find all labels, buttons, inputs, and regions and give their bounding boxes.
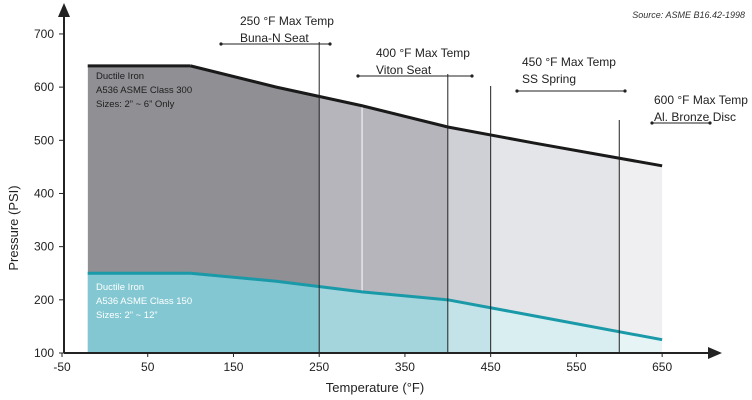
limit-label-1-line-0: 400 °F Max Temp bbox=[376, 46, 470, 60]
limit-leader-dot-end-3 bbox=[708, 121, 712, 125]
axes: -50 50 150 250 350 450 550 650 100 200 300 400 500 60… bbox=[34, 3, 722, 374]
limit-label-3-line-0: 600 °F Max Temp bbox=[654, 93, 748, 107]
limit-label-0-line-0: 250 °F Max Temp bbox=[240, 14, 334, 28]
x-tick-label-250: 250 bbox=[309, 360, 329, 374]
series-line-0 bbox=[190, 64, 663, 168]
limit-leader-dot-start-0 bbox=[219, 42, 223, 46]
limit-leader-dot-start-3 bbox=[650, 121, 654, 125]
y-tick-label-200: 200 bbox=[34, 293, 54, 307]
x-axis-title: Temperature (°F) bbox=[326, 380, 424, 395]
series-line-1 bbox=[190, 271, 663, 342]
x-axis-arrow bbox=[708, 347, 722, 359]
x-tick-label-550: 550 bbox=[566, 360, 586, 374]
region-label-0-line-2: Sizes: 2” ~ 6” Only bbox=[96, 99, 175, 110]
x-tick-label-350: 350 bbox=[395, 360, 415, 374]
limit-label-2-line-1: SS Spring bbox=[522, 72, 576, 86]
x-tick-label-50: 50 bbox=[141, 360, 155, 374]
x-tick-label--50: -50 bbox=[53, 360, 71, 374]
region-labels: Ductile Iron A536 ASME Class 300 Sizes: 2”… bbox=[96, 71, 192, 321]
class-300-band-4 bbox=[619, 65, 663, 353]
region-label-1-line-1: A536 ASME Class 150 bbox=[96, 296, 192, 307]
limit-label-0-line-1: Buna-N Seat bbox=[240, 31, 309, 45]
limit-label-2-line-0: 450 °F Max Temp bbox=[522, 55, 616, 69]
x-tick-label-150: 150 bbox=[223, 360, 243, 374]
limit-leader-dot-start-2 bbox=[515, 89, 519, 93]
x-tick-label-450: 450 bbox=[481, 360, 501, 374]
temperature-limit-markers: 250 °F Max Temp Buna-N Seat 400 °F Max Tem… bbox=[219, 14, 748, 353]
series-lines bbox=[87, 64, 663, 342]
y-tick-label-600: 600 bbox=[34, 80, 54, 94]
region-label-1-line-0: Ductile Iron bbox=[96, 282, 144, 293]
limit-leader-dot-end-0 bbox=[328, 42, 332, 46]
y-tick-label-100: 100 bbox=[34, 346, 54, 360]
y-tick-label-500: 500 bbox=[34, 133, 54, 147]
y-axis-title: Pressure (PSI) bbox=[6, 185, 21, 270]
limit-label-3-line-1: Al. Bronze Disc bbox=[654, 110, 736, 124]
limit-leader-dot-end-1 bbox=[470, 74, 474, 78]
y-axis-arrow bbox=[58, 3, 70, 17]
region-label-0-line-0: Ductile Iron bbox=[96, 71, 144, 82]
y-tick-label-400: 400 bbox=[34, 186, 54, 200]
limit-leader-dot-end-2 bbox=[623, 89, 627, 93]
y-tick-label-300: 300 bbox=[34, 240, 54, 254]
region-label-0-line-1: A536 ASME Class 300 bbox=[96, 85, 192, 96]
limit-leader-dot-start-1 bbox=[356, 74, 360, 78]
source-note: Source: ASME B16.42-1998 bbox=[632, 10, 745, 20]
x-tick-label-650: 650 bbox=[652, 360, 672, 374]
y-tick-label-700: 700 bbox=[34, 27, 54, 41]
region-label-1-line-2: Sizes: 2” ~ 12” bbox=[96, 310, 158, 321]
class-150-band-0 bbox=[87, 273, 320, 353]
limit-label-1-line-1: Viton Seat bbox=[376, 63, 432, 77]
